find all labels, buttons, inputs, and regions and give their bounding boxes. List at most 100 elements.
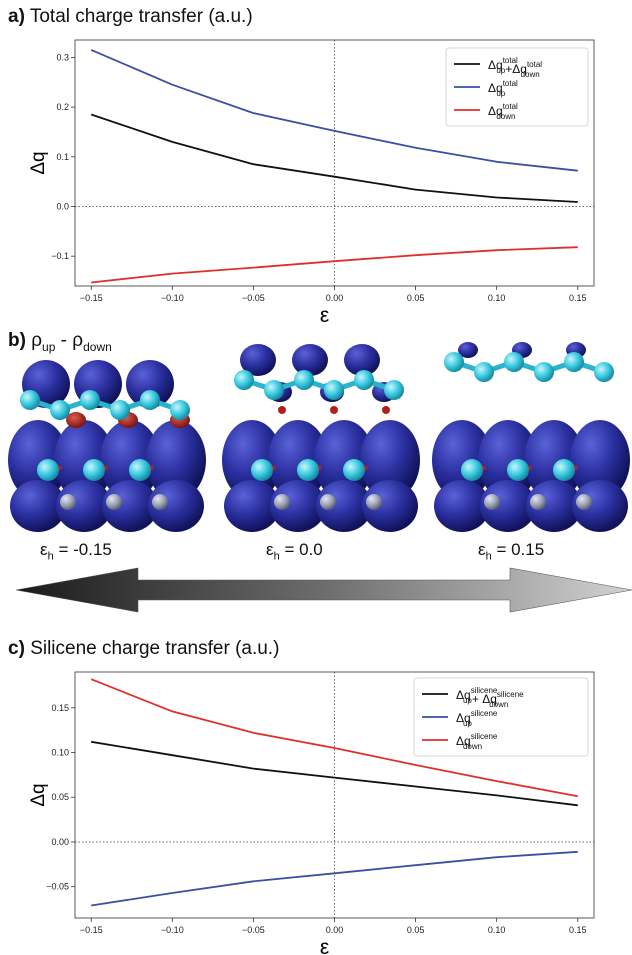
chart-c-series-blue-line xyxy=(91,850,578,907)
chart-c-ytick-label: 0.00 xyxy=(51,837,69,847)
chart-c-xtick-label: 0.15 xyxy=(569,925,587,935)
substrate-atom xyxy=(129,459,151,481)
chart-c-legend-box xyxy=(413,677,589,757)
substrate-isosurface-lobe xyxy=(362,480,418,532)
substrate-atom-gray xyxy=(366,494,382,510)
chart-c-xlabel: ε xyxy=(320,936,329,955)
substrate-isosurface-lobe xyxy=(270,480,326,532)
silicene-atom xyxy=(234,370,254,390)
chart-a-series-black-line xyxy=(90,113,578,203)
silicene-isosurface-negative xyxy=(330,406,338,414)
chart-a-ytick-label: 0.2 xyxy=(56,102,69,112)
panel-c-title: c) Silicene charge transfer (a.u.) xyxy=(8,638,279,660)
panel-a-letter: a) xyxy=(8,6,25,27)
chart-a-ytick-label: 0.3 xyxy=(56,52,69,62)
substrate-atom-gray xyxy=(530,494,546,510)
chart-a-xtick-label: 0.00 xyxy=(326,293,344,303)
silicene-isosurface-lobe xyxy=(240,344,276,376)
chart-a-xtick-label: −0.15 xyxy=(80,293,103,303)
silicene-atom xyxy=(384,380,404,400)
chart-c-series-red-line xyxy=(90,678,578,798)
chart-c-xtick-label: −0.05 xyxy=(242,925,265,935)
substrate-atom xyxy=(37,459,59,481)
substrate-isosurface-lobe xyxy=(224,480,280,532)
chart-a-xlabel: ε xyxy=(320,304,329,327)
chart-total-charge-transfer: −0.15 −0.10 −0.05 0.00 0.05 0.10 0.15 −0.1 0.0 0.… xyxy=(28,39,595,327)
panel-a-title: a) Total charge transfer (a.u.) xyxy=(8,6,253,28)
silicene-atom xyxy=(504,352,524,372)
substrate-isosurface-lobe xyxy=(56,480,112,532)
chart-c-ytick-label: 0.05 xyxy=(51,792,69,802)
substrate-atom xyxy=(461,459,483,481)
structure-1 xyxy=(222,344,420,532)
substrate-isosurface-lobe xyxy=(10,480,66,532)
silicene-atom xyxy=(444,352,464,372)
silicene-isosurface-negative xyxy=(278,406,286,414)
chart-a-ytick-label: 0.1 xyxy=(56,152,69,162)
chart-c-legend-label-red: Δqsilicene down xyxy=(456,732,498,751)
substrate-atom xyxy=(507,459,529,481)
substrate-isosurface-lobe xyxy=(570,420,630,500)
panel-c-title-text: Silicene charge transfer (a.u.) xyxy=(30,638,280,659)
substrate-atom-gray xyxy=(274,494,290,510)
silicene-isosurface-negative xyxy=(66,412,86,428)
substrate-atom-gray xyxy=(320,494,336,510)
substrate-isosurface-lobe xyxy=(102,480,158,532)
substrate-atom xyxy=(251,459,273,481)
substrate-isosurface-lobe xyxy=(100,420,160,500)
silicene-atom xyxy=(20,390,40,410)
substrate-isosurface-lobe xyxy=(478,420,538,500)
panel-a-title-text: Total charge transfer (a.u.) xyxy=(29,6,253,27)
strain-direction-arrow xyxy=(15,567,632,613)
silicene-atom xyxy=(264,380,284,400)
substrate-isosurface-lobe xyxy=(8,420,68,500)
substrate-isosurface-lobe xyxy=(360,420,420,500)
silicene-isosurface-lobe xyxy=(292,344,328,376)
substrate-isosurface-lobe xyxy=(54,420,114,500)
substrate-isosurface-lobe xyxy=(572,480,628,532)
strain-label-negative: εh = -0.15 xyxy=(40,540,112,563)
chart-c-ytick-label: 0.15 xyxy=(51,703,69,713)
panel-b-title: b) ρup - ρdown xyxy=(8,330,112,354)
silicene-atom xyxy=(354,370,374,390)
panel-b-rho-up: ρup xyxy=(31,330,56,354)
chart-a-legend-box xyxy=(445,47,589,127)
substrate-atom-gray xyxy=(106,494,122,510)
chart-a-legend-label-black: Δqtotal up+Δqtotal down xyxy=(488,56,542,79)
structure-0 xyxy=(8,360,206,532)
silicene-atom xyxy=(110,400,130,420)
silicene-atom xyxy=(294,370,314,390)
chart-c-xtick-label: −0.10 xyxy=(161,925,184,935)
substrate-isosurface-lobe xyxy=(314,420,374,500)
chart-a-xtick-label: −0.10 xyxy=(161,293,184,303)
silicene-atom xyxy=(534,362,554,382)
substrate-isosurface-lobe xyxy=(268,420,328,500)
substrate-isosurface-lobe xyxy=(222,420,282,500)
substrate-isosurface-lobe xyxy=(432,420,492,500)
substrate-atom xyxy=(83,459,105,481)
structure-2 xyxy=(432,342,630,532)
chart-c-legend-label-black: Δqsilicene up+ Δqsilicene down xyxy=(456,686,524,709)
chart-a-ylabel: Δq xyxy=(28,151,49,174)
substrate-atom-gray xyxy=(484,494,500,510)
chart-c-xtick-label: 0.05 xyxy=(407,925,425,935)
chart-a-xtick-label: 0.05 xyxy=(407,293,425,303)
substrate-atom xyxy=(343,459,365,481)
silicene-atom xyxy=(594,362,614,382)
substrate-isosurface-lobe xyxy=(316,480,372,532)
substrate-atom xyxy=(297,459,319,481)
panel-b-rho-down: - ρdown xyxy=(55,330,112,354)
silicene-atom xyxy=(170,400,190,420)
chart-c-ytick-label: −0.05 xyxy=(46,882,69,892)
spin-density-structures xyxy=(8,342,632,613)
chart-c-series-black-line xyxy=(91,740,578,807)
substrate-isosurface-lobe xyxy=(524,420,584,500)
chart-c-xtick-label: −0.15 xyxy=(80,925,103,935)
chart-a-legend-label-blue: Δqtotal up xyxy=(488,79,518,98)
strain-label-positive: εh = 0.15 xyxy=(478,540,545,563)
chart-a-series-blue-line xyxy=(90,49,578,172)
substrate-atom-gray xyxy=(576,494,592,510)
chart-c-ylabel: Δq xyxy=(28,783,49,806)
strain-label-zero: εh = 0.0 xyxy=(266,540,323,563)
chart-a-legend-label-red: Δqtotal down xyxy=(488,102,518,121)
